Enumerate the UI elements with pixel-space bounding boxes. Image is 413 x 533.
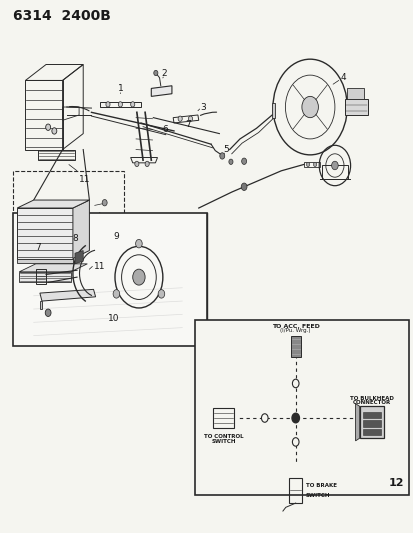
Circle shape [153,70,157,76]
Text: 1: 1 [117,84,123,93]
Text: TO BULKHEAD: TO BULKHEAD [349,396,393,401]
Bar [288,478,301,503]
Bar [13,171,124,266]
Circle shape [188,116,192,122]
Polygon shape [40,289,95,301]
Bar [362,420,380,426]
Circle shape [113,289,119,298]
Bar [36,269,46,284]
Polygon shape [151,86,171,96]
Text: 6314  2400B: 6314 2400B [13,9,111,23]
Bar [194,320,408,495]
Text: SWITCH: SWITCH [211,439,235,445]
Polygon shape [271,103,274,118]
Text: 4: 4 [339,73,345,82]
Text: 5: 5 [223,145,229,154]
Circle shape [292,438,298,446]
Text: 11: 11 [79,174,90,183]
Circle shape [178,116,182,122]
Circle shape [102,199,107,206]
Circle shape [241,158,246,165]
Polygon shape [73,200,89,259]
Circle shape [241,183,247,190]
Circle shape [45,309,51,317]
Text: 2: 2 [161,69,167,78]
Text: 7: 7 [185,119,191,128]
Text: 9: 9 [113,232,119,241]
Circle shape [135,161,139,166]
Text: 12: 12 [388,479,404,488]
Bar [362,429,380,435]
Circle shape [118,102,122,107]
Bar [362,411,380,418]
Circle shape [228,159,233,165]
Circle shape [331,161,337,169]
Circle shape [158,289,164,298]
Text: TO BRAKE: TO BRAKE [305,483,336,488]
Text: 3: 3 [199,102,205,111]
Circle shape [45,124,50,131]
Text: 8: 8 [72,234,78,243]
Text: CONNECTOR: CONNECTOR [352,400,390,405]
Circle shape [52,128,57,134]
Polygon shape [17,208,73,259]
Circle shape [106,102,110,107]
Text: 6: 6 [161,125,167,134]
Bar [290,336,300,357]
Circle shape [145,161,149,166]
Text: 10: 10 [108,313,120,322]
Circle shape [291,413,299,423]
Polygon shape [19,264,87,272]
Bar [13,213,206,346]
Polygon shape [17,200,89,208]
Polygon shape [19,272,71,282]
Polygon shape [75,251,83,264]
Text: TO ACC. FEED: TO ACC. FEED [271,324,319,329]
Polygon shape [40,301,42,309]
Text: (I/Pu. Wrg.): (I/Pu. Wrg.) [280,328,310,334]
Text: 7: 7 [35,244,40,253]
Bar [347,88,363,99]
Bar [213,408,233,427]
Text: TO CONTROL: TO CONTROL [203,434,243,439]
Circle shape [133,269,145,285]
Bar [344,99,367,115]
Polygon shape [17,259,73,263]
Circle shape [131,102,135,107]
Circle shape [313,163,316,166]
Circle shape [219,153,224,159]
Circle shape [306,163,309,166]
Circle shape [135,239,142,248]
Text: 11: 11 [93,262,105,271]
Bar [359,406,384,438]
Circle shape [261,414,268,422]
Circle shape [301,96,318,118]
Text: SWITCH: SWITCH [305,493,329,498]
Polygon shape [355,403,359,441]
Circle shape [292,379,298,387]
